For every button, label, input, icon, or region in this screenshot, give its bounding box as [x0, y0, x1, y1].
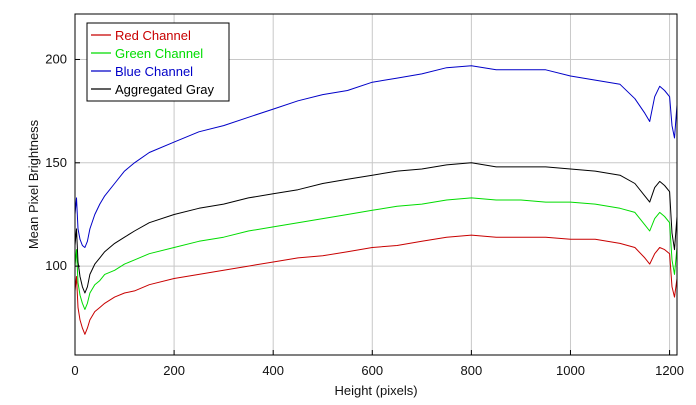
series-line-green-channel — [74, 197, 678, 310]
x-tick-label: 1000 — [556, 363, 585, 378]
y-axis-title: Mean Pixel Brightness — [26, 119, 41, 249]
x-tick-label: 0 — [71, 363, 78, 378]
legend-label: Red Channel — [115, 28, 191, 43]
series-line-aggregated-gray — [74, 162, 678, 294]
series-line-red-channel — [74, 234, 678, 335]
x-tick-label: 400 — [262, 363, 284, 378]
series-line-blue-channel — [74, 65, 678, 248]
plot-frame — [74, 13, 678, 356]
x-tick-label: 200 — [163, 363, 185, 378]
legend: Red Channel Green Channel Blue Channel Aggr… — [86, 22, 230, 102]
legend-label: Green Channel — [115, 46, 203, 61]
axis-ticks: 0 200 400 600 800 1000 1200 100 150 200 — [45, 51, 684, 378]
x-tick-label: 800 — [461, 363, 483, 378]
legend-box — [86, 22, 230, 102]
x-tick-label: 1200 — [655, 363, 684, 378]
x-axis-title: Height (pixels) — [334, 383, 417, 398]
y-tick-label: 200 — [45, 51, 67, 66]
series-lines — [74, 65, 678, 335]
legend-label: Blue Channel — [115, 64, 193, 79]
grid — [75, 14, 677, 355]
legend-label: Aggregated Gray — [115, 82, 215, 97]
y-tick-label: 150 — [45, 155, 67, 170]
x-tick-label: 600 — [361, 363, 383, 378]
y-tick-label: 100 — [45, 258, 67, 273]
